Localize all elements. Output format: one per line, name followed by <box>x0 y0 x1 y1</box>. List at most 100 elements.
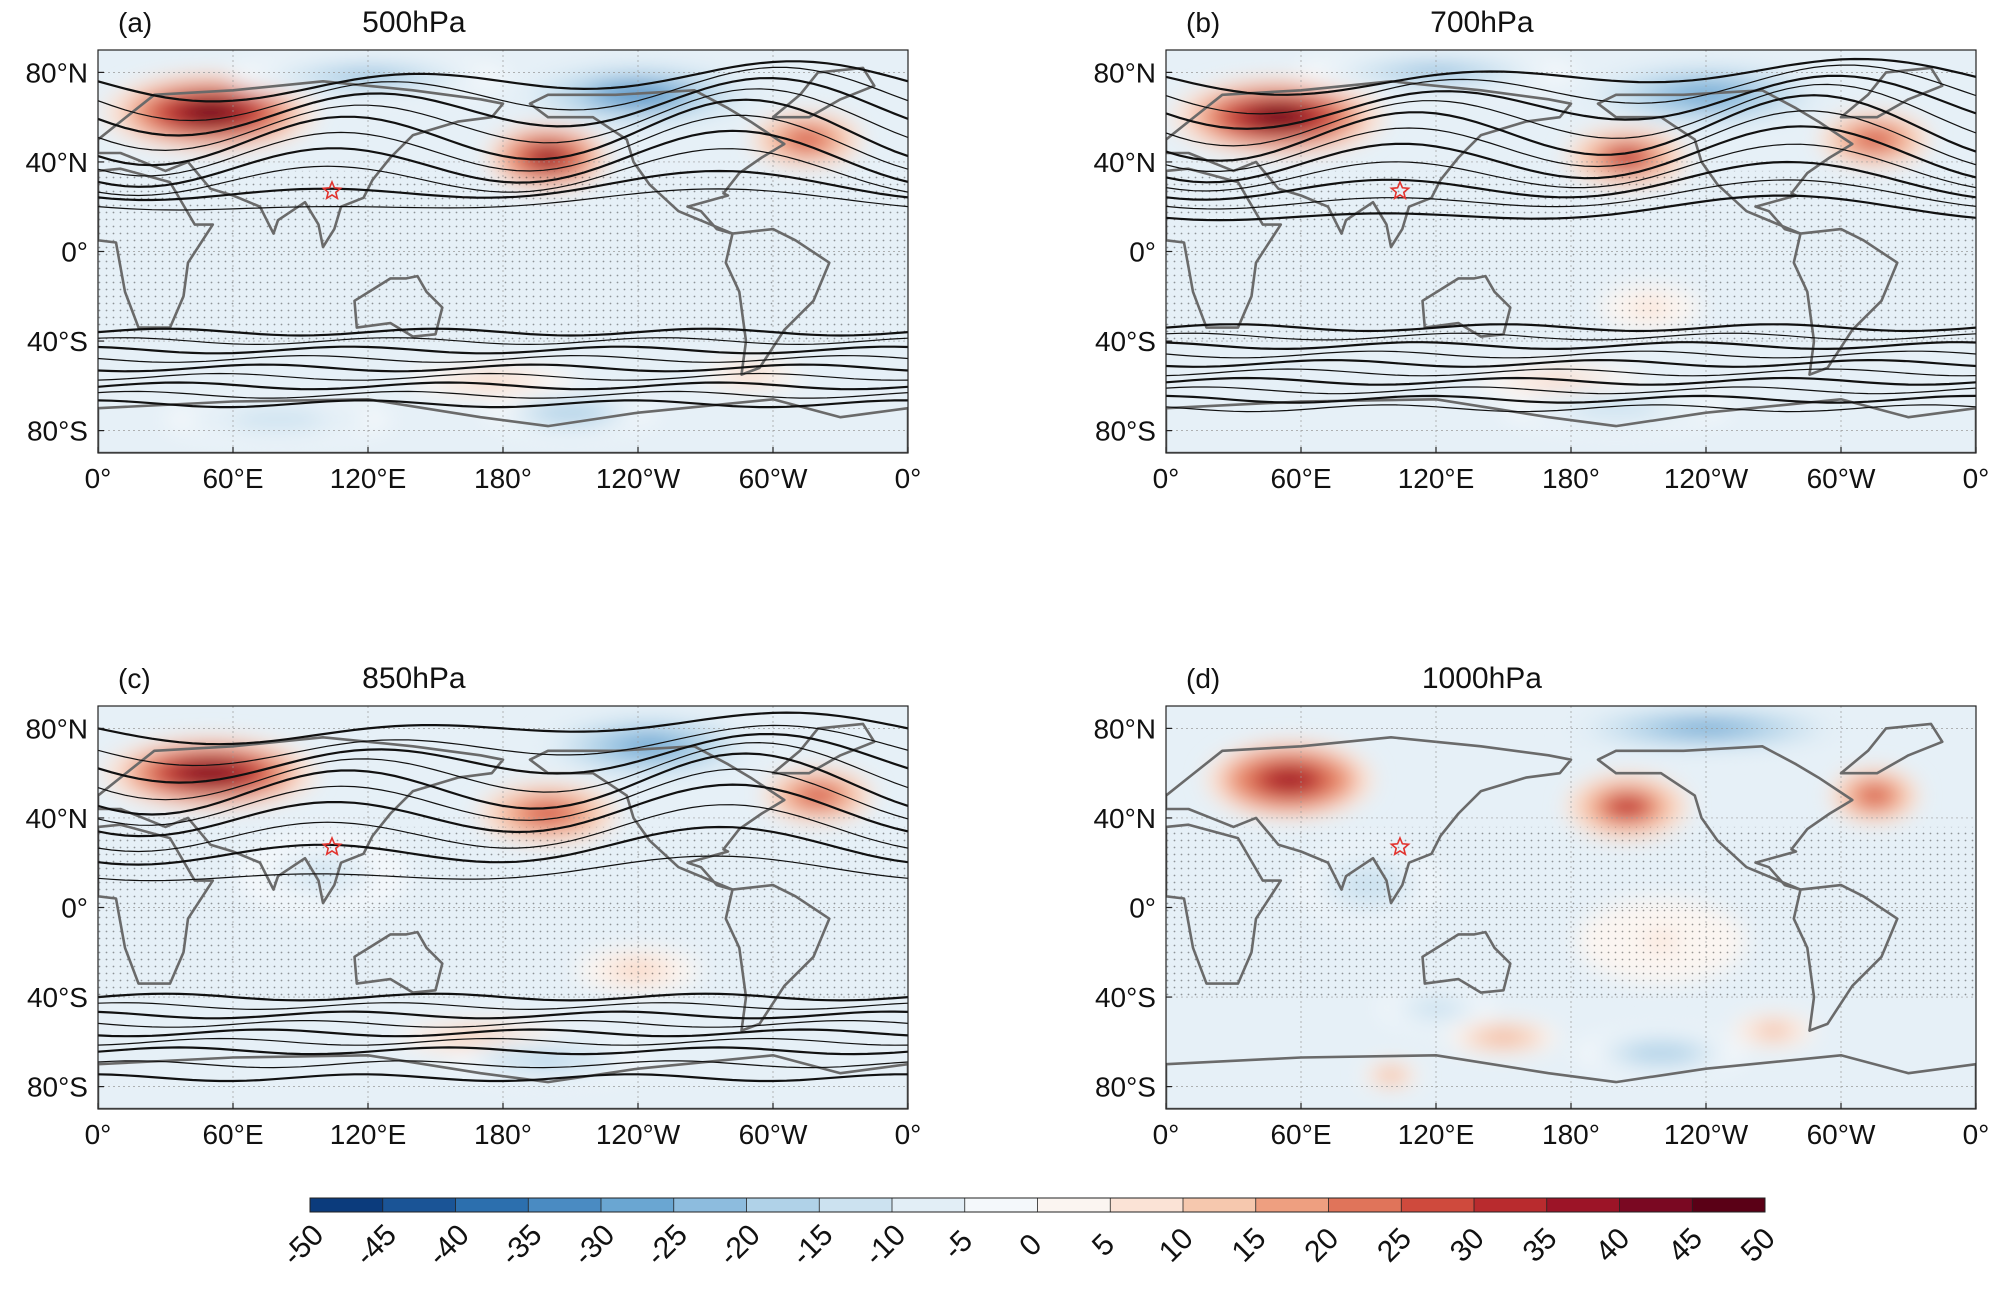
colorbar-tick-label: 10 <box>1153 1222 1200 1269</box>
colorbar-tick-label: -5 <box>937 1224 979 1266</box>
panel-title: 850hPa <box>362 662 466 695</box>
contour-line-s-5 <box>98 372 908 381</box>
contour-line-n-8 <box>98 825 908 866</box>
x-tick-label: 120°E <box>1398 463 1475 494</box>
anomaly-blob-0 <box>189 765 232 781</box>
panel-label: (a) <box>118 7 152 38</box>
colorbar-segment <box>1546 1198 1620 1212</box>
x-tick-label: 60°W <box>739 463 808 494</box>
colorbar-segment <box>1474 1198 1548 1212</box>
colorbar-segment <box>1037 1198 1111 1212</box>
contour-line-n-4 <box>98 752 908 816</box>
coastlines <box>1166 722 1976 1109</box>
colorbar-tick-label: 5 <box>1086 1228 1121 1263</box>
anomaly-blob-2 <box>806 789 830 802</box>
contour-line-s-1 <box>98 1002 908 1011</box>
contour-line-s-4 <box>98 363 908 373</box>
y-tick-label: 0° <box>1129 237 1156 268</box>
contour-line-s-7 <box>98 1060 908 1069</box>
colorbar-tick-label: 45 <box>1662 1222 1709 1269</box>
contour-line-s-1 <box>1166 332 1976 341</box>
contour-line-n-0 <box>98 60 908 103</box>
contour-line-n-6 <box>1166 125 1976 184</box>
x-tick-label: 0° <box>895 463 922 494</box>
contour-line-s-4 <box>98 1028 908 1038</box>
panel-title: 500hPa <box>362 6 466 39</box>
contour-line-n-4 <box>98 98 908 167</box>
contour-line-s-3 <box>98 1020 908 1028</box>
y-tick-label: 80°S <box>27 1072 88 1103</box>
x-tick-label: 0° <box>1963 1119 1990 1150</box>
star-marker <box>321 835 343 857</box>
coast-antarctica <box>1166 1054 1976 1109</box>
contour-line-n-1 <box>1166 64 1976 115</box>
panel-label: (c) <box>118 663 151 694</box>
anomaly-blob-10 <box>1424 1003 1448 1013</box>
contour-line-n-9 <box>98 855 908 882</box>
anomaly-blob-1 <box>533 807 563 820</box>
panel-d: 80°N 40°N 0° 40°S 80°S 0° 60°E 120°E 180° 120°W 60… <box>1093 662 1989 1150</box>
colorbar-segment <box>1401 1198 1475 1212</box>
x-tick-label: 120°W <box>1664 1119 1749 1150</box>
coast-europe-asia <box>98 80 505 249</box>
coast-africa <box>1166 167 1283 329</box>
coast-north-america <box>1596 745 1854 891</box>
x-tick-label: 120°W <box>1664 463 1749 494</box>
panel-a: 80°N 40°N 0° 40°S 80°S 0° 60°E 120°E 180° 120°W 60… <box>25 6 921 494</box>
panel-label: (b) <box>1186 7 1220 38</box>
y-tick-label: 40°N <box>1093 803 1156 834</box>
y-tick-label: 40°N <box>25 147 88 178</box>
star-marker <box>321 179 343 201</box>
anomaly-blob-4 <box>1765 1027 1782 1034</box>
y-tick-label: 80°N <box>25 713 88 744</box>
coast-antarctica <box>1166 398 1976 453</box>
x-tick-label: 60°E <box>202 463 263 494</box>
geopotential-contours <box>98 60 908 409</box>
contour-line-s-8 <box>1166 394 1976 404</box>
colorbar-tick-label: -50 <box>276 1218 330 1272</box>
panel-b: 80°N 40°N 0° 40°S 80°S 0° 60°E 120°E 180° 120°W 60… <box>1093 6 1989 494</box>
contour-line-s-2 <box>98 345 908 355</box>
x-tick-label: 120°E <box>330 1119 407 1150</box>
contour-line-s-7 <box>1166 386 1976 395</box>
colorbar-tick-label: 0 <box>1013 1228 1048 1263</box>
coast-south-america <box>1792 883 1899 1032</box>
colorbar-tick-label: -15 <box>786 1218 840 1272</box>
coast-greenland <box>1839 722 1944 775</box>
geopotential-contours <box>1166 57 1976 413</box>
coast-australia <box>353 274 444 338</box>
colorbar-segment <box>1692 1198 1766 1212</box>
colorbar-tick-label: 20 <box>1298 1222 1345 1269</box>
contour-line-n-9 <box>1166 179 1976 210</box>
contour-line-s-6 <box>1166 376 1976 386</box>
colorbar-segment <box>1110 1198 1184 1212</box>
anomaly-blob-1 <box>535 150 561 165</box>
y-tick-label: 80°N <box>1093 713 1156 744</box>
contour-line-n-0 <box>1166 57 1976 96</box>
colorbar-segment <box>1255 1198 1329 1212</box>
coast-australia <box>1421 930 1512 994</box>
contour-line-n-3 <box>98 88 908 152</box>
contour-line-s-3 <box>98 354 908 363</box>
colorbar-segment <box>1619 1198 1693 1212</box>
colorbar-segment <box>601 1198 675 1212</box>
x-tick-label: 0° <box>85 463 112 494</box>
contour-line-n-2 <box>98 76 908 137</box>
anomaly-blob-2 <box>1865 789 1884 802</box>
y-tick-label: 40°N <box>1093 147 1156 178</box>
colorbar-segment <box>455 1198 529 1212</box>
contour-line-n-5 <box>1166 110 1976 172</box>
colorbar-tick-label: -25 <box>640 1218 694 1272</box>
colorbar-segment <box>892 1198 966 1212</box>
anomaly-blob-0 <box>1272 772 1307 788</box>
contour-line-n-9 <box>98 188 908 211</box>
colorbar-segment <box>1183 1198 1257 1212</box>
panel-label: (d) <box>1186 663 1220 694</box>
y-tick-label: 80°N <box>1093 57 1156 88</box>
y-tick-label: 40°N <box>25 803 88 834</box>
coast-europe-asia <box>1166 80 1573 249</box>
contour-line-s-1 <box>98 337 908 346</box>
x-tick-label: 120°W <box>596 463 681 494</box>
contour-line-n-1 <box>98 724 908 767</box>
gridlines <box>1166 706 1976 1109</box>
